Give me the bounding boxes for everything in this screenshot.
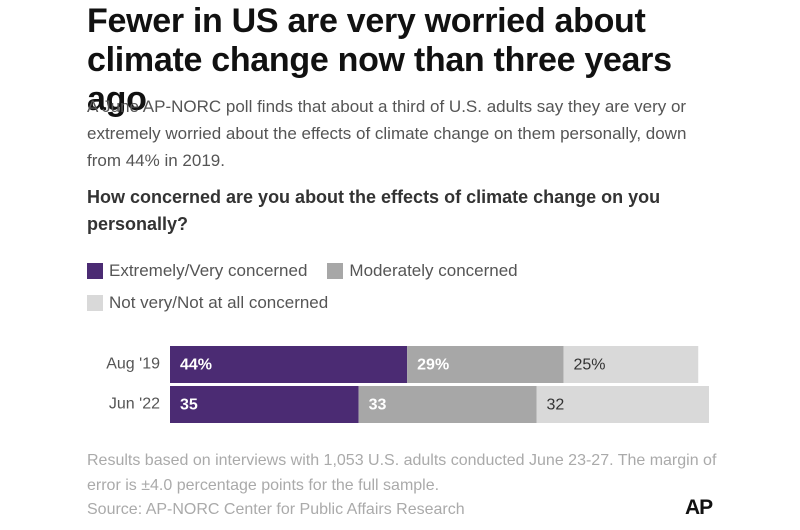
bar-segment — [358, 386, 537, 423]
data-label: 29% — [417, 357, 449, 374]
subtitle: A June AP-NORC poll finds that about a t… — [87, 97, 687, 170]
note: Results based on interviews with 1,053 U… — [87, 452, 717, 494]
legend-swatch — [87, 295, 103, 311]
legend-item: Moderately concerned — [327, 261, 518, 281]
data-label: 32 — [547, 397, 565, 414]
legend-swatch — [87, 263, 103, 279]
data-label: 35 — [180, 397, 198, 414]
bar-segment — [170, 346, 408, 383]
legend-label: Moderately concerned — [349, 261, 518, 280]
data-label: 44% — [180, 357, 212, 374]
credit-logo: AP — [685, 496, 713, 519]
chart: Aug '19 44% 29% 25% Jun '22 35 33 32 — [106, 346, 709, 423]
legend-swatch — [327, 263, 344, 279]
legend-label: Extremely/Very concerned — [109, 261, 308, 280]
chart-title: Fewer in US are very worried about clima… — [87, 2, 672, 118]
y-tick-label: Jun '22 — [109, 396, 160, 413]
data-label: 33 — [369, 397, 387, 414]
legend: Extremely/Very concerned Moderately conce… — [87, 261, 587, 313]
legend-item: Extremely/Very concerned — [87, 261, 307, 281]
data-label: 25% — [573, 357, 605, 374]
y-tick-label: Aug '19 — [106, 356, 160, 373]
legend-label: Not very/Not at all concerned — [109, 293, 329, 312]
legend-item: Not very/Not at all concerned — [87, 293, 328, 313]
question: How concerned are you about the effects … — [87, 187, 661, 234]
bar-segment — [536, 386, 709, 423]
bar-segment — [170, 386, 359, 423]
bar-segment — [407, 346, 564, 383]
source: Source: AP-NORC Center for Public Affair… — [87, 501, 465, 518]
bar-segment — [563, 346, 699, 383]
